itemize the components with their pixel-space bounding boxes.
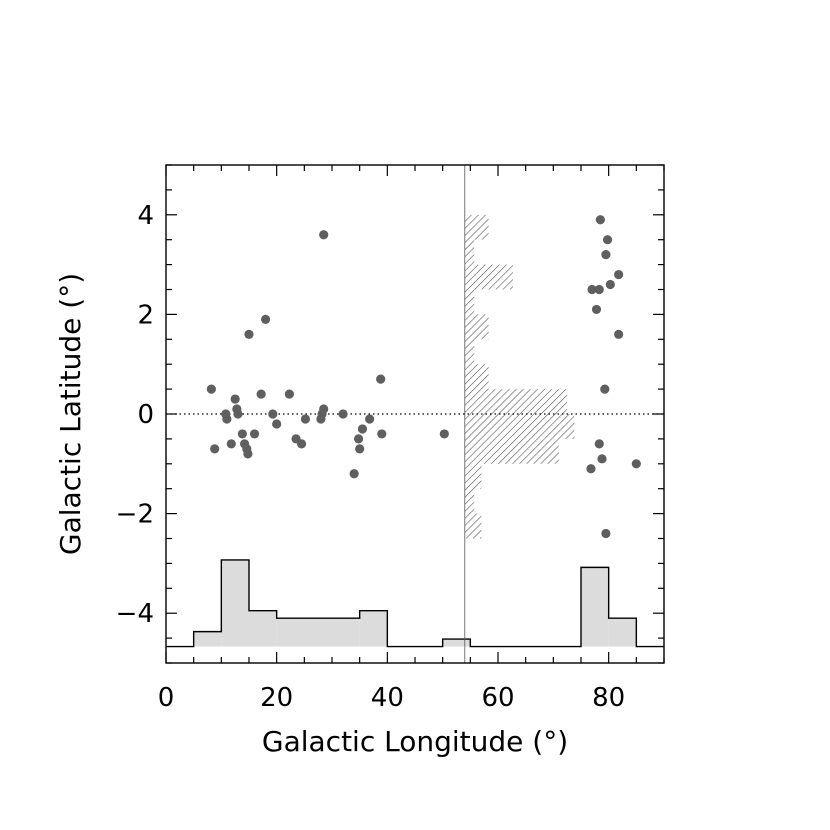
data-point bbox=[243, 449, 253, 459]
longitude-histogram-bar bbox=[581, 567, 609, 647]
data-point bbox=[439, 429, 449, 439]
data-point bbox=[591, 304, 602, 315]
data-point bbox=[230, 394, 240, 404]
x-tick-label: 0 bbox=[158, 683, 175, 713]
data-point bbox=[601, 528, 611, 539]
data-point bbox=[614, 269, 624, 280]
data-point bbox=[268, 409, 278, 419]
data-point bbox=[338, 409, 348, 419]
latitude-histogram-bar bbox=[464, 488, 475, 514]
x-tick-label: 60 bbox=[481, 683, 514, 713]
y-tick-label: 2 bbox=[137, 300, 154, 330]
data-point bbox=[272, 419, 282, 429]
data-point bbox=[376, 374, 386, 384]
latitude-histogram-bar bbox=[464, 314, 489, 340]
latitude-histogram-bar bbox=[464, 463, 482, 489]
data-point bbox=[349, 469, 359, 479]
longitude-histogram-bar bbox=[249, 610, 277, 647]
data-point bbox=[256, 389, 266, 399]
data-point bbox=[602, 235, 613, 245]
data-point bbox=[377, 429, 387, 439]
x-tick-label: 80 bbox=[592, 683, 625, 713]
latitude-histogram-bar bbox=[464, 438, 559, 464]
latitude-histogram bbox=[464, 214, 575, 539]
data-point bbox=[594, 284, 604, 295]
longitude-histogram-bar bbox=[442, 639, 471, 647]
longitude-histogram-bar bbox=[608, 618, 637, 647]
latitude-histogram-bar bbox=[464, 414, 575, 439]
data-point bbox=[226, 439, 236, 449]
x-axis-label: Galactic Longitude (°) bbox=[262, 725, 568, 758]
longitude-histogram-bar bbox=[276, 618, 360, 647]
y-tick-label: −4 bbox=[116, 599, 154, 629]
latitude-histogram-bar bbox=[464, 389, 568, 414]
data-point bbox=[244, 329, 254, 339]
data-point bbox=[355, 444, 365, 454]
longitude-histogram-bar bbox=[221, 559, 249, 647]
data-point bbox=[631, 459, 641, 469]
latitude-histogram-bar bbox=[464, 239, 475, 265]
longitude-histogram-bar bbox=[359, 610, 388, 647]
data-point bbox=[300, 414, 311, 424]
data-point bbox=[319, 230, 329, 240]
data-point bbox=[319, 404, 329, 414]
y-tick-label: 0 bbox=[137, 400, 154, 430]
axis-ticks bbox=[165, 164, 665, 664]
data-point bbox=[261, 314, 271, 324]
reference-lines bbox=[166, 165, 664, 663]
data-point bbox=[594, 439, 604, 449]
y-tick-labels: −4 −2 0 2 4 bbox=[116, 201, 154, 629]
latitude-histogram-bar bbox=[464, 264, 513, 290]
data-point bbox=[222, 414, 232, 424]
data-point bbox=[210, 444, 220, 454]
data-point bbox=[600, 384, 610, 394]
data-point bbox=[233, 409, 243, 419]
data-point bbox=[605, 279, 615, 290]
latitude-histogram-bar bbox=[464, 513, 482, 539]
data-point bbox=[296, 439, 307, 449]
data-point bbox=[249, 429, 260, 439]
data-point bbox=[595, 215, 605, 225]
data-point bbox=[284, 389, 294, 399]
data-point bbox=[365, 414, 375, 424]
x-tick-label: 20 bbox=[260, 683, 293, 713]
data-point bbox=[614, 329, 624, 339]
x-tick-labels: 0 20 40 60 80 bbox=[158, 683, 625, 713]
y-tick-label: −2 bbox=[116, 500, 154, 530]
data-point bbox=[601, 250, 611, 260]
data-point bbox=[586, 464, 596, 474]
y-axis-label: Galactic Latitude (°) bbox=[54, 273, 87, 555]
longitude-histogram bbox=[166, 559, 664, 648]
data-point bbox=[597, 454, 607, 464]
data-point bbox=[587, 284, 597, 295]
latitude-histogram-bar bbox=[464, 364, 489, 390]
data-point bbox=[353, 434, 364, 444]
longitude-histogram-outline bbox=[166, 559, 664, 648]
data-points bbox=[206, 215, 641, 539]
data-point bbox=[237, 429, 247, 439]
longitude-histogram-bar bbox=[193, 631, 222, 647]
data-point bbox=[357, 424, 368, 434]
latitude-histogram-bar bbox=[464, 339, 475, 365]
x-tick-label: 40 bbox=[371, 683, 404, 713]
latitude-histogram-bar bbox=[464, 289, 475, 315]
y-tick-label: 4 bbox=[137, 201, 154, 231]
data-point bbox=[206, 384, 216, 394]
latitude-histogram-bar bbox=[464, 214, 489, 240]
